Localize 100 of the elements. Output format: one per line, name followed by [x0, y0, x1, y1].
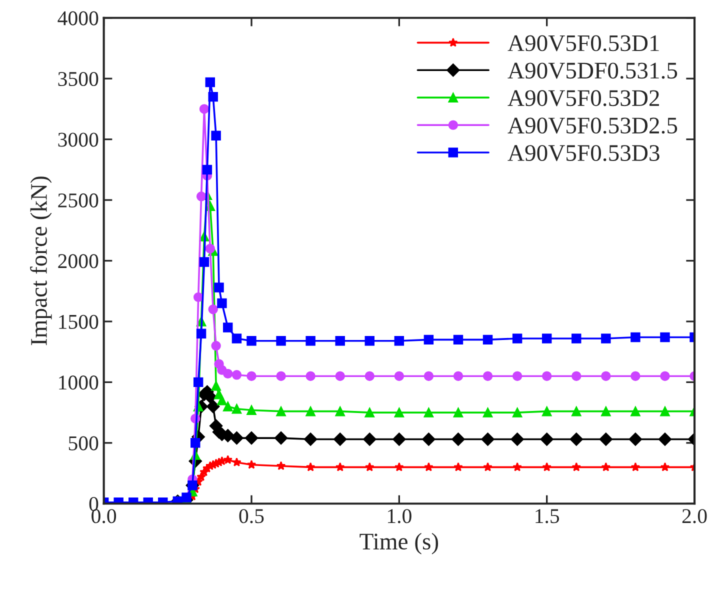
point — [542, 462, 552, 472]
point — [482, 334, 493, 345]
point — [306, 406, 316, 416]
point — [630, 406, 640, 416]
point — [512, 462, 522, 472]
legend-label: A90V5DF0.531.5 — [508, 62, 678, 79]
legend-label: A90V5F0.53D2.5 — [508, 118, 678, 134]
point — [335, 406, 345, 416]
point — [196, 328, 206, 338]
point — [482, 408, 493, 418]
point — [542, 406, 552, 416]
point — [364, 371, 374, 381]
legend-label: A90V5F0.53D2 — [508, 90, 659, 106]
point — [630, 371, 640, 381]
point — [246, 460, 256, 469]
point — [630, 332, 640, 342]
point — [510, 432, 524, 446]
point — [232, 404, 242, 414]
point — [335, 371, 345, 381]
point — [276, 461, 286, 470]
point — [274, 431, 288, 445]
point — [208, 92, 218, 102]
point — [306, 462, 316, 472]
y-tick-label: 0 — [89, 496, 98, 512]
point — [572, 406, 582, 416]
point — [335, 462, 345, 472]
y-tick-label: 2000 — [58, 254, 98, 268]
point — [453, 408, 464, 418]
x-tick-label: 2.0 — [682, 509, 707, 524]
y-tick-label: 4000 — [58, 11, 98, 26]
point — [246, 405, 256, 415]
legend-label: A90V5F0.53D3 — [508, 145, 660, 162]
point — [572, 371, 582, 381]
point — [217, 456, 227, 466]
y-tick-label: 500 — [68, 436, 98, 450]
point — [276, 371, 286, 381]
point — [208, 304, 218, 314]
point — [483, 462, 492, 472]
point — [540, 432, 554, 446]
point — [246, 336, 256, 346]
point — [422, 432, 436, 446]
point — [394, 371, 404, 381]
point — [660, 462, 670, 472]
point — [570, 432, 583, 446]
point — [542, 371, 552, 381]
point — [364, 408, 374, 418]
point — [306, 336, 316, 346]
point — [217, 298, 227, 308]
point — [481, 432, 494, 446]
point — [214, 282, 224, 292]
point — [660, 406, 670, 416]
point — [512, 408, 522, 418]
point — [660, 371, 670, 381]
point — [304, 432, 318, 446]
point — [630, 462, 640, 472]
point — [223, 402, 233, 412]
x-tick-label: 0.5 — [239, 509, 264, 524]
point — [193, 292, 204, 302]
point — [452, 432, 465, 446]
point — [196, 192, 206, 202]
point — [232, 457, 242, 466]
point — [244, 431, 258, 445]
point — [542, 334, 552, 344]
point — [199, 257, 210, 267]
point — [572, 334, 582, 344]
point — [246, 371, 256, 381]
point — [424, 408, 434, 418]
point — [512, 371, 522, 381]
point — [601, 334, 611, 344]
point — [363, 432, 376, 446]
point — [190, 438, 200, 448]
point — [394, 408, 404, 418]
point — [276, 336, 286, 346]
point — [453, 371, 464, 381]
point — [599, 432, 613, 446]
y-tick-label: 3500 — [58, 72, 98, 86]
legend-label: A90V5F0.53D1 — [508, 35, 659, 52]
point — [394, 336, 404, 346]
x-tick-label: 1.5 — [536, 509, 560, 524]
y-tick-label: 1000 — [59, 376, 98, 390]
point — [601, 406, 611, 416]
point — [211, 340, 221, 351]
point — [424, 334, 434, 345]
x-tick-label: 0.0 — [92, 509, 116, 524]
point — [601, 462, 611, 472]
point — [217, 396, 227, 406]
point — [394, 462, 404, 472]
point — [660, 332, 670, 342]
point — [232, 370, 242, 380]
point — [202, 164, 212, 175]
point — [276, 406, 286, 416]
point — [658, 432, 672, 446]
point — [335, 336, 345, 346]
point — [424, 462, 434, 472]
point — [601, 371, 611, 381]
point — [211, 380, 221, 391]
y-axis-title: Impact force (kN) — [30, 176, 52, 346]
point — [232, 334, 242, 344]
point — [453, 334, 464, 345]
point — [223, 368, 233, 379]
